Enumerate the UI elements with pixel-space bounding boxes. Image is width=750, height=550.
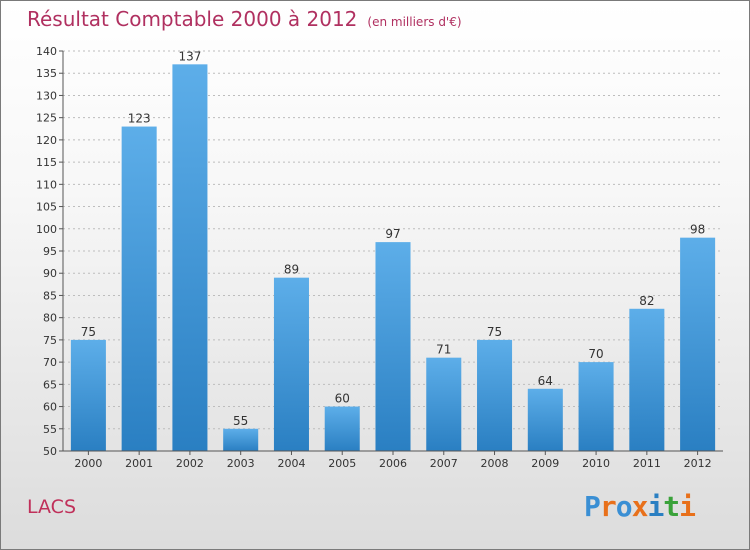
bar-value-label: 70 — [588, 347, 603, 361]
y-tick-label: 90 — [43, 267, 57, 280]
bar-2012 — [680, 237, 716, 451]
logo-letter: t — [663, 490, 680, 523]
x-tick-label: 2010 — [582, 457, 610, 470]
y-tick-label: 60 — [43, 401, 57, 414]
bar-2010 — [578, 362, 614, 451]
x-tick-label: 2004 — [277, 457, 305, 470]
proxiti-logo: Proxiti — [584, 490, 696, 523]
bar-2002 — [172, 64, 208, 452]
x-tick-label: 2005 — [328, 457, 356, 470]
logo-letter: i — [647, 490, 664, 523]
y-tick-label: 115 — [36, 156, 57, 169]
y-tick-label: 50 — [43, 445, 57, 458]
title-text: Résultat Comptable 2000 à 2012 — [27, 7, 358, 31]
y-tick-label: 100 — [36, 223, 57, 236]
x-tick-label: 2006 — [379, 457, 407, 470]
subtitle-text: (en milliers d'€) — [367, 15, 462, 29]
y-tick-label: 85 — [43, 289, 57, 302]
bar-2003 — [223, 428, 259, 451]
logo-letter: r — [599, 490, 617, 523]
y-tick-label: 95 — [43, 245, 57, 258]
y-tick-label: 55 — [43, 423, 57, 436]
x-tick-label: 2000 — [74, 457, 102, 470]
y-tick-label: 110 — [36, 178, 57, 191]
bar-2001 — [121, 126, 157, 452]
logo-letter: o — [615, 490, 633, 523]
bar-2007 — [426, 357, 462, 451]
y-tick-label: 105 — [36, 201, 57, 214]
y-tick-label: 75 — [43, 334, 57, 347]
bar-value-label: 98 — [690, 223, 705, 237]
y-tick-label: 130 — [36, 89, 57, 102]
city-name: LACS — [27, 496, 77, 518]
y-tick-label: 80 — [43, 312, 57, 325]
bar-2005 — [324, 406, 360, 451]
bar-2009 — [527, 388, 563, 451]
y-tick-label: 140 — [36, 45, 57, 58]
y-tick-label: 135 — [36, 67, 57, 80]
bar-value-label: 123 — [128, 112, 151, 126]
x-tick-label: 2003 — [227, 457, 255, 470]
y-tick-label: 65 — [43, 378, 57, 391]
x-tick-label: 2008 — [481, 457, 509, 470]
x-tick-label: 2007 — [430, 457, 458, 470]
bar-value-label: 75 — [81, 325, 96, 339]
y-tick-label: 120 — [36, 134, 57, 147]
bar-2011 — [629, 308, 665, 451]
bar-value-label: 64 — [538, 374, 553, 388]
bar-2000 — [70, 339, 106, 451]
x-tick-label: 2002 — [176, 457, 204, 470]
logo-letter: i — [679, 490, 696, 523]
bar-value-label: 89 — [284, 263, 299, 277]
bar-2006 — [375, 242, 411, 451]
x-tick-label: 2001 — [125, 457, 153, 470]
y-tick-label: 125 — [36, 112, 57, 125]
bar-value-label: 60 — [335, 392, 350, 406]
bar-value-label: 75 — [487, 325, 502, 339]
bar-value-label: 137 — [178, 49, 201, 63]
chart-title: Résultat Comptable 2000 à 2012 (en millie… — [27, 7, 462, 31]
bar-2008 — [477, 339, 513, 451]
logo-letter: P — [584, 490, 601, 523]
bar-value-label: 71 — [436, 343, 451, 357]
logo-letter: x — [631, 490, 649, 523]
x-tick-label: 2011 — [633, 457, 661, 470]
bar-value-label: 55 — [233, 414, 248, 428]
bar-value-label: 82 — [639, 294, 654, 308]
y-tick-label: 70 — [43, 356, 57, 369]
bar-value-label: 97 — [385, 227, 400, 241]
x-tick-label: 2012 — [684, 457, 712, 470]
x-tick-label: 2009 — [531, 457, 559, 470]
bar-2004 — [273, 277, 309, 451]
